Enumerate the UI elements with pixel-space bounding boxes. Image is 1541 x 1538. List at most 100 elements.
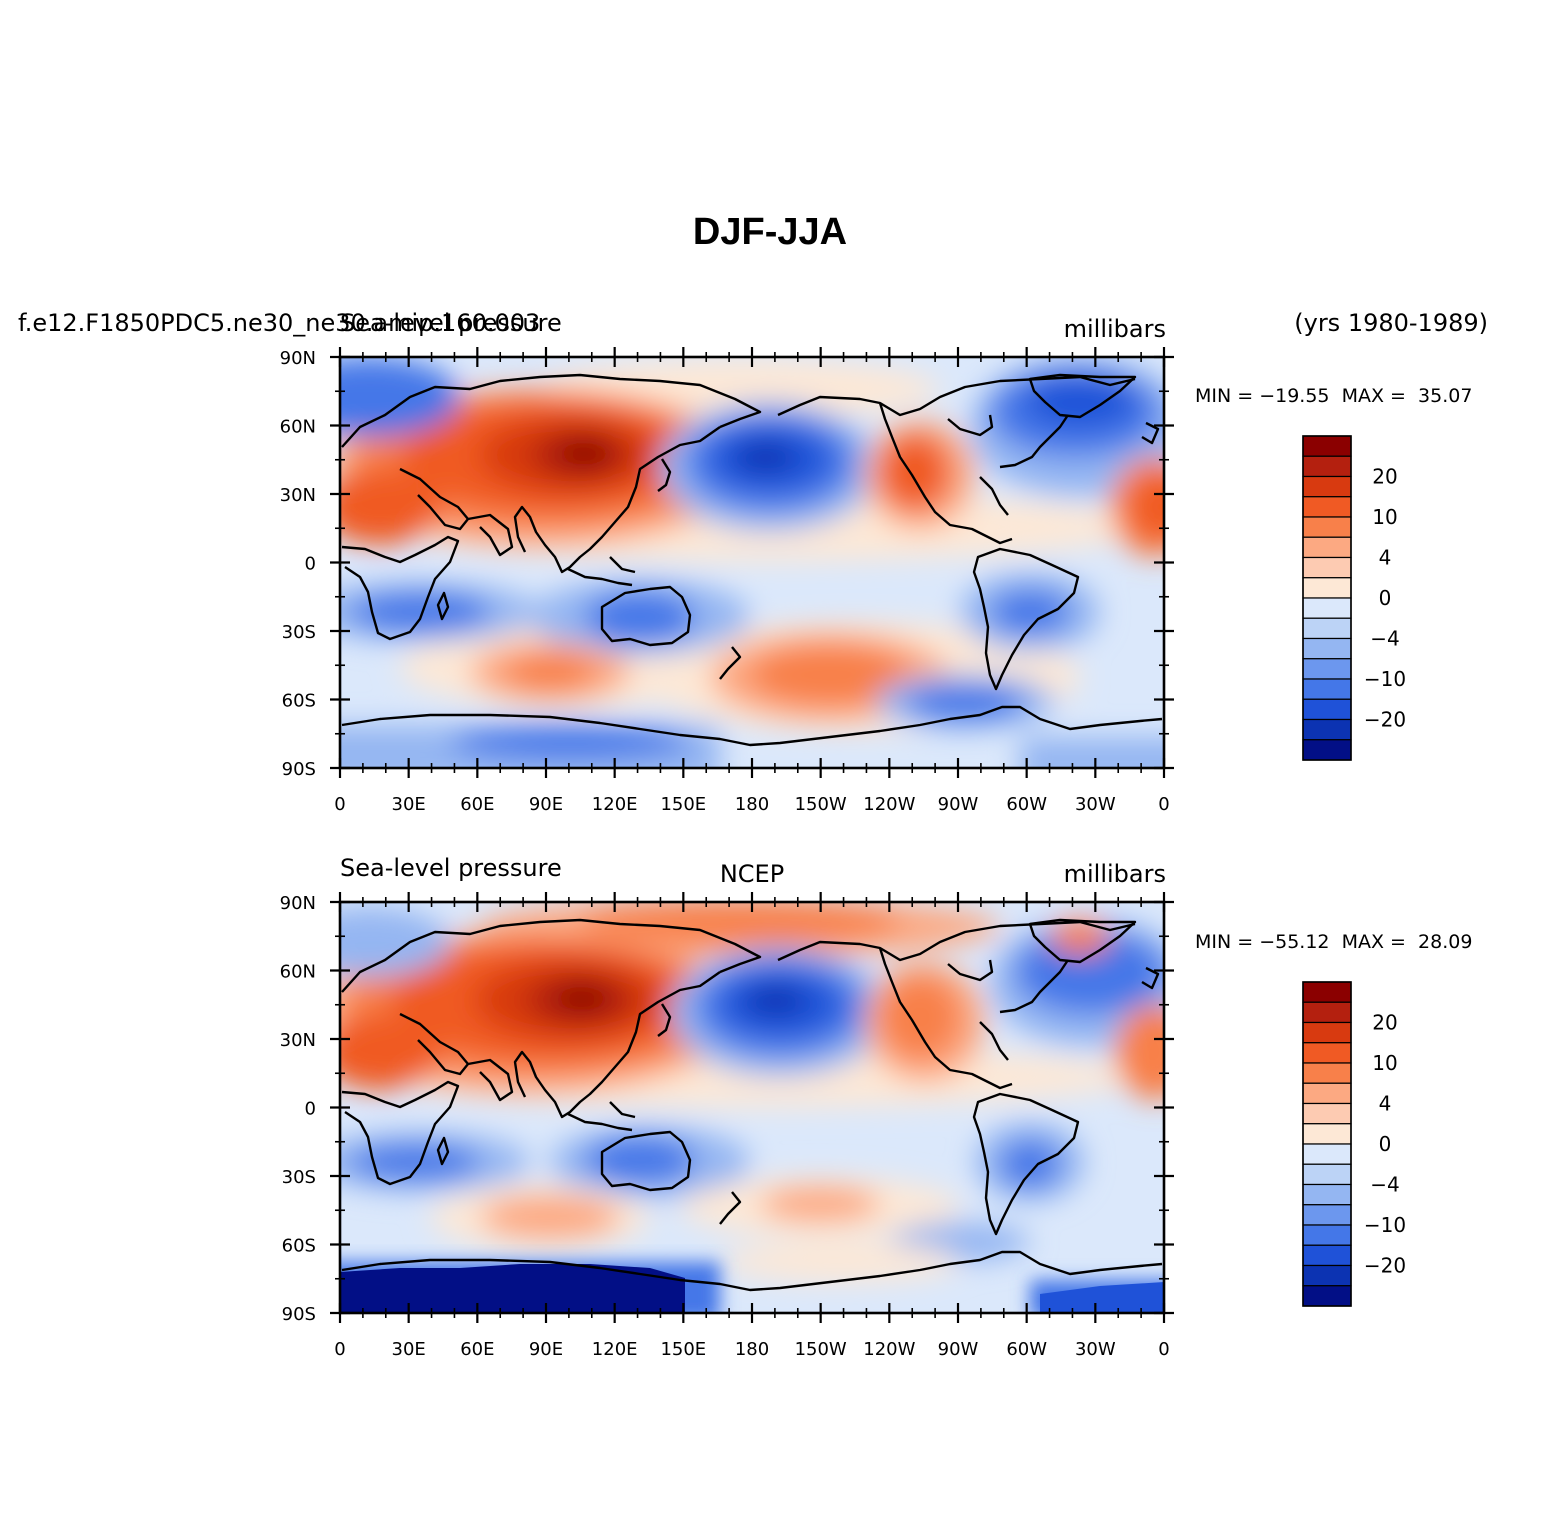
panel-top-units-label: millibars <box>1064 315 1166 343</box>
colorbar-top-label: −4 <box>1370 627 1399 651</box>
panel-top-lon-label: 30W <box>1075 794 1116 815</box>
panel-bottom-contour-map <box>340 902 1164 1313</box>
colorbar-top-swatch <box>1302 536 1352 559</box>
colorbar-top-swatch <box>1302 739 1352 761</box>
panel-bottom-lon-label: 120W <box>863 1339 915 1360</box>
panel-top-lat-label: 30N <box>280 485 316 506</box>
panel-bottom: Sea-level pressure NCEP millibars MIN = … <box>280 854 1473 1360</box>
panel-top-lon-label: 0 <box>1158 794 1169 815</box>
panel-bottom-lon-label: 180 <box>735 1339 769 1360</box>
colorbar-bottom-swatch <box>1302 1143 1352 1165</box>
panel-bottom-lat-label: 60S <box>282 1236 316 1257</box>
panel-bottom-dataset-label: NCEP <box>720 860 784 888</box>
colorbar-top-swatch <box>1302 475 1352 498</box>
colorbar-bottom-swatch <box>1302 1244 1352 1267</box>
panel-top-years-label: (yrs 1980-1989) <box>1294 309 1488 337</box>
colorbar-bottom-label: 4 <box>1379 1092 1392 1116</box>
panel-bottom-lon-label: 60W <box>1006 1339 1047 1360</box>
panel-top-lon-label: 120W <box>863 794 915 815</box>
panel-bottom-lon-label: 150W <box>795 1339 847 1360</box>
colorbar-top: 20 10 4 0 −4 −10 −20 <box>1302 435 1406 761</box>
colorbar-bottom-swatch <box>1302 1204 1352 1226</box>
panel-bottom-lon-label: 60E <box>460 1339 494 1360</box>
panel-top: f.e12.F1850PDC5.ne30_ne30.amip.160.003 S… <box>18 309 1488 815</box>
figure-title: DJF-JJA <box>693 211 847 253</box>
panel-top-minmax-label: MIN = −19.55 MAX = 35.07 <box>1195 385 1472 407</box>
colorbar-bottom-swatch <box>1302 1163 1352 1186</box>
colorbar-top-label: −10 <box>1364 667 1406 691</box>
colorbar-top-swatch <box>1302 597 1352 619</box>
colorbar-top-label: −20 <box>1364 708 1406 732</box>
colorbar-bottom-swatch <box>1302 1042 1352 1064</box>
panel-bottom-lon-label: 150E <box>660 1339 706 1360</box>
panel-bottom-lon-label: 30E <box>392 1339 426 1360</box>
panel-top-axes: 90N 60N 30N 0 30S 60S 90S 0 30E 60E 90E 120E 150E 180… <box>280 347 1174 815</box>
panel-top-lon-label: 60W <box>1006 794 1047 815</box>
colorbar-top-swatch <box>1302 496 1352 518</box>
panel-bottom-lon-label: 90E <box>529 1339 563 1360</box>
panel-bottom-lon-label: 120E <box>592 1339 638 1360</box>
panel-top-lon-label: 120E <box>592 794 638 815</box>
colorbar-bottom-swatch <box>1302 1102 1352 1125</box>
panel-bottom-lon-label: 0 <box>1158 1339 1169 1360</box>
panel-top-lat-label: 90S <box>282 759 316 780</box>
colorbar-bottom-label: 20 <box>1372 1011 1397 1035</box>
panel-bottom-lon-label: 90W <box>938 1339 979 1360</box>
colorbar-bottom-swatch <box>1302 981 1352 1003</box>
panel-bottom-lat-label: 30N <box>280 1030 316 1051</box>
panel-top-lat-label: 60N <box>280 417 316 438</box>
colorbar-bottom-label: 0 <box>1379 1132 1392 1156</box>
colorbar-top-swatch <box>1302 516 1352 538</box>
colorbar-top-swatch <box>1302 678 1352 700</box>
colorbar-top-swatch <box>1302 556 1352 579</box>
colorbar-bottom-swatch <box>1302 1183 1352 1206</box>
panel-bottom-lon-label: 0 <box>334 1339 345 1360</box>
colorbar-bottom-swatch <box>1302 1001 1352 1024</box>
colorbar-bottom-swatch <box>1302 1264 1352 1287</box>
panel-top-lon-label: 90E <box>529 794 563 815</box>
panel-top-lat-label: 0 <box>305 554 316 575</box>
colorbar-top-label: 4 <box>1379 546 1392 570</box>
panel-top-lat-label: 90N <box>280 348 316 369</box>
panel-top-lat-label: 60S <box>282 691 316 712</box>
colorbar-top-swatch <box>1302 698 1352 721</box>
colorbar-top-label: 20 <box>1372 465 1397 489</box>
panel-top-lon-label: 0 <box>334 794 345 815</box>
colorbar-top-swatch <box>1302 435 1352 457</box>
colorbar-bottom-label: −4 <box>1370 1173 1399 1197</box>
panel-bottom-lat-label: 90S <box>282 1304 316 1325</box>
colorbar-bottom-swatch <box>1302 1224 1352 1246</box>
colorbar-top-swatch <box>1302 577 1352 599</box>
colorbar-top-swatch <box>1302 637 1352 660</box>
panel-bottom-units-label: millibars <box>1064 860 1166 888</box>
colorbar-bottom-swatch <box>1302 1062 1352 1084</box>
panel-top-variable-label: Sea-level pressure <box>340 309 562 337</box>
panel-top-lon-label: 90W <box>938 794 979 815</box>
panel-top-lon-label: 180 <box>735 794 769 815</box>
panel-bottom-lat-label: 90N <box>280 893 316 914</box>
panel-bottom-axes: 90N 60N 30N 0 30S 60S 90S 0 30E 60E 90E 120E 150E 180… <box>280 892 1174 1360</box>
colorbar-top-swatch <box>1302 455 1352 478</box>
panel-bottom-minmax-label: MIN = −55.12 MAX = 28.09 <box>1195 931 1472 953</box>
colorbar-bottom-label: 10 <box>1372 1051 1397 1075</box>
panel-top-case-label: f.e12.F1850PDC5.ne30_ne30.amip.160.003 <box>18 309 540 337</box>
colorbar-bottom-swatch <box>1302 1123 1352 1145</box>
panel-top-lon-label: 60E <box>460 794 494 815</box>
colorbar-bottom-swatch <box>1302 1285 1352 1307</box>
panel-top-lon-label: 150E <box>660 794 706 815</box>
colorbar-top-swatch <box>1302 617 1352 640</box>
panel-bottom-lat-label: 60N <box>280 962 316 983</box>
colorbar-bottom-label: −10 <box>1364 1213 1406 1237</box>
panel-top-lat-label: 30S <box>282 622 316 643</box>
panel-bottom-lat-label: 0 <box>305 1099 316 1120</box>
colorbar-top-frame <box>1302 435 1352 761</box>
colorbar-top-swatch <box>1302 718 1352 741</box>
panel-top-contour-map <box>340 357 1164 768</box>
colorbar-top-label: 10 <box>1372 505 1397 529</box>
colorbar-bottom-label: −20 <box>1364 1254 1406 1278</box>
panel-bottom-lon-label: 30W <box>1075 1339 1116 1360</box>
panel-bottom-variable-label: Sea-level pressure <box>340 854 562 882</box>
panel-top-lon-label: 30E <box>392 794 426 815</box>
